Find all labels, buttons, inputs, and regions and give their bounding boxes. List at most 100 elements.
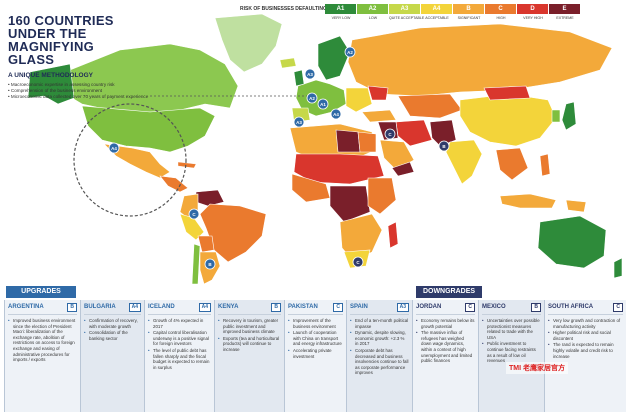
panel-bullet: The massive influx of refugees has weigh… bbox=[416, 330, 475, 364]
panel-country-name: SPAIN bbox=[350, 304, 368, 310]
map-grade-marker: A4 bbox=[330, 108, 342, 120]
country-turkey bbox=[361, 109, 397, 123]
panel-grade-badge: B bbox=[271, 302, 281, 312]
marker-grade-label: A2 bbox=[309, 96, 315, 101]
panel-bullet: Recovery in tourism, greater public inve… bbox=[218, 318, 281, 335]
map-grade-marker: C bbox=[188, 208, 200, 220]
panel-header: SPAIN A3 bbox=[350, 300, 409, 315]
map-grade-marker: A1 bbox=[317, 98, 329, 110]
country-panel-south-africa: SOUTH AFRICA C Very low growth and contrac… bbox=[544, 300, 626, 412]
map-grade-marker: B bbox=[438, 140, 450, 152]
panel-bullet: Consolidation of the banking sector bbox=[84, 330, 141, 341]
page-title: 160 COUNTRIES UNDER THE MAGNIFYING GLASS bbox=[8, 14, 148, 66]
marker-grade-label: A3 bbox=[296, 120, 302, 125]
marker-grade-label: A3 bbox=[307, 72, 313, 77]
panel-bullet: Uncertainties over possible protectionis… bbox=[482, 318, 541, 340]
legend-label: EXTREME bbox=[556, 16, 574, 20]
country-eastern-europe bbox=[345, 87, 373, 113]
country-panel-bulgaria: BULGARIA A4 Confirmation of recovery, with… bbox=[80, 300, 144, 412]
legend-swatch: C bbox=[485, 4, 516, 14]
country-chile bbox=[191, 243, 201, 285]
map-markers: A3 A2 A1 A4 A3 A2 A4 B C B C C bbox=[108, 46, 450, 270]
country-new-zealand bbox=[613, 257, 623, 279]
legend-label: SIGNIFICANT bbox=[457, 16, 481, 20]
panel-bullet: Very low growth and contraction of manuf… bbox=[548, 318, 623, 329]
panel-bullet-list: Improvement of the business environmentL… bbox=[288, 318, 343, 359]
country-mexico bbox=[103, 143, 171, 179]
panel-grade-badge: C bbox=[333, 302, 343, 312]
legend-title: RISK OF BUSINESSES DEFAULTING bbox=[240, 6, 327, 12]
country-australia bbox=[537, 215, 607, 269]
country-mongolia bbox=[483, 85, 531, 101]
country-southeast-asia bbox=[495, 147, 529, 181]
country-bolivia bbox=[197, 235, 215, 253]
legend-label: VERY LOW bbox=[331, 16, 351, 20]
watermark: TMI 老鹰家居官方 bbox=[506, 362, 568, 374]
legend-item: A4 ACCEPTABLE bbox=[421, 4, 453, 20]
country-panel-jordan: JORDAN C Economy remains below its growth … bbox=[412, 300, 478, 412]
country-usa bbox=[81, 105, 216, 153]
title-line: MAGNIFYING bbox=[8, 39, 95, 54]
marker-dot bbox=[108, 142, 120, 154]
panel-grade-badge: A3 bbox=[396, 302, 409, 312]
legend-item: B SIGNIFICANT bbox=[453, 4, 485, 20]
panel-header: BULGARIA A4 bbox=[84, 300, 141, 315]
legend-swatch: A2 bbox=[357, 4, 388, 14]
country-sahel bbox=[293, 153, 385, 185]
panel-country-name: SOUTH AFRICA bbox=[548, 304, 594, 310]
title-line: 160 COUNTRIES bbox=[8, 13, 114, 28]
country-kazakhstan bbox=[397, 93, 463, 119]
legend-item: A1 VERY LOW bbox=[325, 4, 357, 20]
legend-label: QUITE ACCEPTABLE bbox=[389, 16, 425, 20]
panel-bullet-list: Growth of 4% expected in 2017Capital con… bbox=[148, 318, 211, 370]
marker-dot bbox=[344, 46, 356, 58]
map-grade-marker: A2 bbox=[306, 92, 318, 104]
methodology-heading: A UNIQUE METHODOLOGY bbox=[8, 72, 93, 79]
legend-item: A2 LOW bbox=[357, 4, 389, 20]
map-grade-marker: A3 bbox=[304, 68, 316, 80]
country-panel-iceland: ICELAND A4 Growth of 4% expected in 2017Ca… bbox=[144, 300, 214, 412]
panel-bullet: Growth of 4% expected in 2017 bbox=[148, 318, 211, 329]
panel-header: MEXICO B bbox=[482, 300, 541, 315]
country-libya bbox=[335, 129, 361, 153]
marker-grade-label: B bbox=[442, 144, 446, 149]
country-southern-africa bbox=[339, 213, 383, 263]
country-iceland bbox=[279, 57, 297, 69]
marker-dot bbox=[384, 128, 396, 140]
country-western-europe bbox=[295, 79, 347, 117]
country-uk bbox=[293, 69, 305, 87]
legend-swatch: A4 bbox=[421, 4, 452, 14]
legend-item: C HIGH bbox=[485, 4, 517, 20]
panel-grade-badge: B bbox=[531, 302, 541, 312]
panel-grade-badge: C bbox=[613, 302, 623, 312]
panel-country-name: ICELAND bbox=[148, 304, 175, 310]
upgrades-tag: UPGRADES bbox=[6, 286, 76, 298]
country-greenland bbox=[214, 13, 283, 73]
marker-grade-label: A1 bbox=[320, 102, 326, 107]
country-indonesia bbox=[499, 193, 557, 209]
legend-item: D VERY HIGH bbox=[517, 4, 549, 20]
panel-bullet: Improvement of the business environment bbox=[288, 318, 343, 329]
legend-swatch: E bbox=[549, 4, 580, 14]
panel-bullet-list: Uncertainties over possible protectionis… bbox=[482, 318, 541, 364]
marker-dot bbox=[304, 68, 316, 80]
country-panel-spain: SPAIN A3 End of a ten-month political impa… bbox=[346, 300, 412, 412]
panel-grade-badge: A4 bbox=[128, 302, 141, 312]
panel-bullet: The rand is expected to remain highly vo… bbox=[548, 342, 623, 359]
country-philippines bbox=[539, 153, 551, 177]
country-central-america bbox=[159, 175, 189, 193]
country-panel-mexico: MEXICO B Uncertainties over possible prote… bbox=[478, 300, 544, 412]
world-risk-map: A3 A2 A1 A4 A3 A2 A4 B C B C C bbox=[28, 13, 623, 285]
methodology-bullet: Macroeconomic expertise in assessing cou… bbox=[8, 82, 158, 88]
marker-dot bbox=[330, 108, 342, 120]
country-scandinavia bbox=[317, 35, 351, 81]
marker-grade-label: C bbox=[192, 212, 196, 217]
legend-label: LOW bbox=[368, 16, 378, 20]
panel-country-name: JORDAN bbox=[416, 304, 442, 310]
risk-legend: A1 VERY LOW A2 LOW A3 QUITE ACCEPTABLE A4 ACCEP… bbox=[325, 4, 581, 20]
panel-bullet: Dynamic, despite slowing, economic growt… bbox=[350, 330, 409, 347]
legend-item: A3 QUITE ACCEPTABLE bbox=[389, 4, 425, 20]
panel-bullet-list: Confirmation of recovery, with moderate … bbox=[84, 318, 141, 341]
country-papua bbox=[565, 199, 587, 213]
marker-dot bbox=[293, 116, 305, 128]
